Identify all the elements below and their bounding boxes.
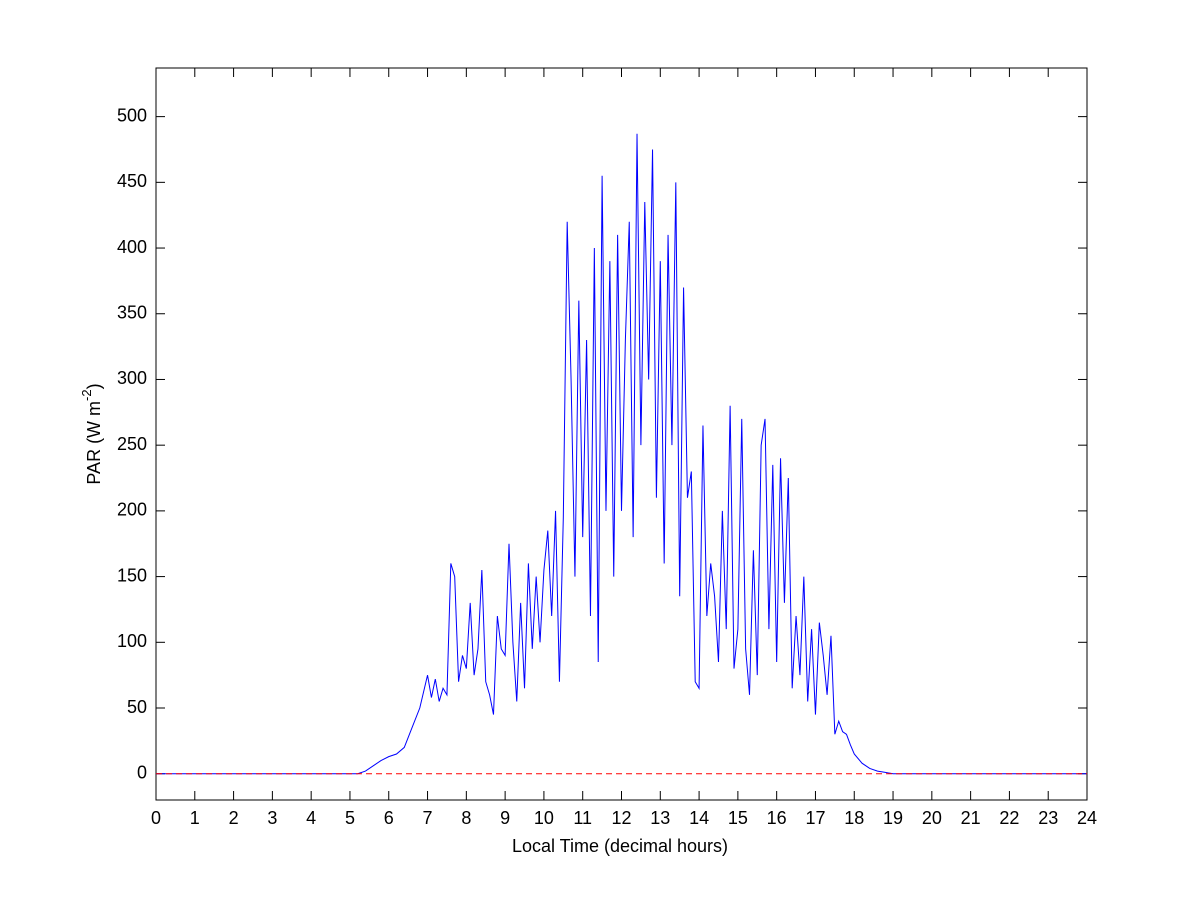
- x-tick-label: 0: [151, 808, 161, 828]
- y-tick-label: 400: [117, 237, 147, 257]
- y-tick-label: 0: [137, 762, 147, 782]
- y-tick-label: 250: [117, 434, 147, 454]
- x-tick-label: 7: [423, 808, 433, 828]
- x-tick-label: 17: [805, 808, 825, 828]
- y-tick-label: 350: [117, 303, 147, 323]
- x-tick-label: 22: [999, 808, 1019, 828]
- x-tick-label: 11: [573, 808, 592, 828]
- y-axis-label: PAR (W m-2): [79, 383, 103, 484]
- y-label-sup: -2: [79, 389, 94, 401]
- x-tick-label: 2: [229, 808, 239, 828]
- y-tick-label: 100: [117, 631, 147, 651]
- x-tick-label: 1: [190, 808, 200, 828]
- x-tick-label: 5: [345, 808, 355, 828]
- x-tick-label: 16: [767, 808, 787, 828]
- data-line: [156, 133, 1087, 775]
- y-tick-label: 500: [117, 105, 147, 125]
- x-tick-label: 19: [883, 808, 903, 828]
- x-tick-label: 4: [306, 808, 316, 828]
- y-tick-label: 50: [127, 697, 147, 717]
- x-tick-label: 13: [650, 808, 670, 828]
- x-tick-label: 14: [689, 808, 709, 828]
- y-tick-label: 300: [117, 368, 147, 388]
- x-tick-label: 15: [728, 808, 748, 828]
- x-axis-label: Local Time (decimal hours): [512, 836, 728, 856]
- x-tick-label: 21: [961, 808, 981, 828]
- x-tick-label: 9: [500, 808, 510, 828]
- x-tick-label: 3: [267, 808, 277, 828]
- x-tick-label: 20: [922, 808, 942, 828]
- x-tick-label: 18: [844, 808, 864, 828]
- y-label-end: ): [84, 383, 104, 389]
- y-label-text: PAR (W m: [84, 401, 104, 485]
- x-tick-label: 6: [384, 808, 394, 828]
- plot-box: [155, 67, 1088, 801]
- x-tick-label: 8: [461, 808, 471, 828]
- x-tick-label: 10: [534, 808, 554, 828]
- x-tick-label: 12: [611, 808, 631, 828]
- x-tick-label: 24: [1077, 808, 1097, 828]
- y-tick-label: 200: [117, 500, 147, 520]
- y-tick-label: 150: [117, 565, 147, 585]
- y-tick-label: 450: [117, 171, 147, 191]
- x-tick-label: 23: [1038, 808, 1058, 828]
